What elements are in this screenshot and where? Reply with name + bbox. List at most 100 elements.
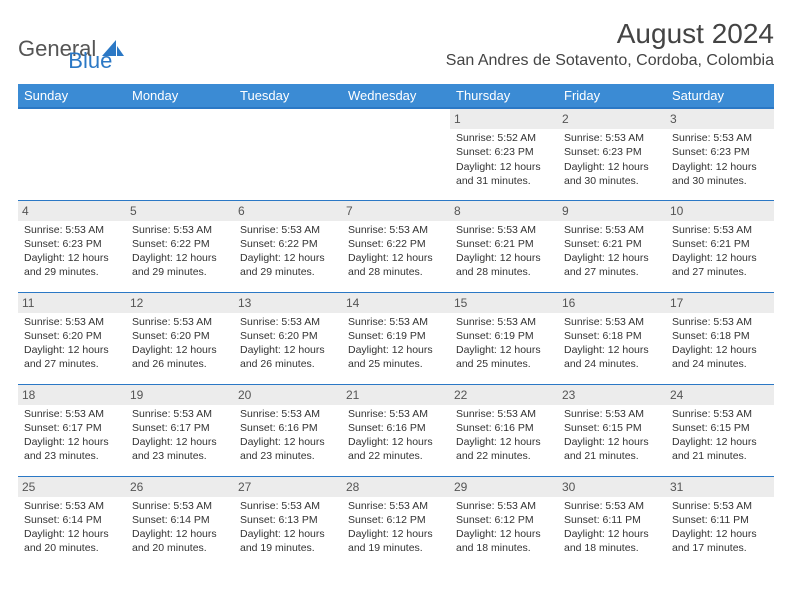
day-cell: 12Sunrise: 5:53 AMSunset: 6:20 PMDayligh…: [126, 292, 234, 384]
daylight-text: Daylight: 12 hours and 22 minutes.: [456, 435, 552, 463]
day-number: 24: [666, 385, 774, 405]
day-number: 2: [558, 109, 666, 129]
sunrise-text: Sunrise: 5:53 AM: [24, 223, 120, 237]
week-row: 18Sunrise: 5:53 AMSunset: 6:17 PMDayligh…: [18, 384, 774, 476]
daylight-text: Daylight: 12 hours and 27 minutes.: [24, 343, 120, 371]
sunset-text: Sunset: 6:22 PM: [348, 237, 444, 251]
sunrise-text: Sunrise: 5:53 AM: [240, 407, 336, 421]
day-cell: 9Sunrise: 5:53 AMSunset: 6:21 PMDaylight…: [558, 200, 666, 292]
day-cell: 3Sunrise: 5:53 AMSunset: 6:23 PMDaylight…: [666, 108, 774, 200]
day-cell: 20Sunrise: 5:53 AMSunset: 6:16 PMDayligh…: [234, 384, 342, 476]
day-cell: 26Sunrise: 5:53 AMSunset: 6:14 PMDayligh…: [126, 476, 234, 568]
daylight-text: Daylight: 12 hours and 21 minutes.: [672, 435, 768, 463]
day-number: 23: [558, 385, 666, 405]
day-cell: .: [126, 108, 234, 200]
daylight-text: Daylight: 12 hours and 30 minutes.: [564, 160, 660, 188]
daylight-text: Daylight: 12 hours and 26 minutes.: [240, 343, 336, 371]
sunrise-text: Sunrise: 5:53 AM: [240, 315, 336, 329]
daylight-text: Daylight: 12 hours and 23 minutes.: [240, 435, 336, 463]
day-number: 30: [558, 477, 666, 497]
day-cell: 19Sunrise: 5:53 AMSunset: 6:17 PMDayligh…: [126, 384, 234, 476]
weekday-header: Thursday: [450, 84, 558, 108]
calendar-table: Sunday Monday Tuesday Wednesday Thursday…: [18, 84, 774, 568]
day-number: 27: [234, 477, 342, 497]
weekday-row: Sunday Monday Tuesday Wednesday Thursday…: [18, 84, 774, 108]
sunrise-text: Sunrise: 5:53 AM: [456, 223, 552, 237]
day-number: 4: [18, 201, 126, 221]
day-cell: 17Sunrise: 5:53 AMSunset: 6:18 PMDayligh…: [666, 292, 774, 384]
sunset-text: Sunset: 6:18 PM: [564, 329, 660, 343]
daylight-text: Daylight: 12 hours and 19 minutes.: [348, 527, 444, 555]
day-cell: 28Sunrise: 5:53 AMSunset: 6:12 PMDayligh…: [342, 476, 450, 568]
day-number: 18: [18, 385, 126, 405]
day-cell: 11Sunrise: 5:53 AMSunset: 6:20 PMDayligh…: [18, 292, 126, 384]
daylight-text: Daylight: 12 hours and 29 minutes.: [24, 251, 120, 279]
daylight-text: Daylight: 12 hours and 29 minutes.: [240, 251, 336, 279]
day-cell: 5Sunrise: 5:53 AMSunset: 6:22 PMDaylight…: [126, 200, 234, 292]
day-cell: 1Sunrise: 5:52 AMSunset: 6:23 PMDaylight…: [450, 108, 558, 200]
day-cell: .: [18, 108, 126, 200]
sunrise-text: Sunrise: 5:53 AM: [240, 499, 336, 513]
day-cell: 21Sunrise: 5:53 AMSunset: 6:16 PMDayligh…: [342, 384, 450, 476]
sunset-text: Sunset: 6:13 PM: [240, 513, 336, 527]
day-cell: 4Sunrise: 5:53 AMSunset: 6:23 PMDaylight…: [18, 200, 126, 292]
daylight-text: Daylight: 12 hours and 17 minutes.: [672, 527, 768, 555]
weekday-header: Tuesday: [234, 84, 342, 108]
day-number: 29: [450, 477, 558, 497]
day-number: 17: [666, 293, 774, 313]
sunset-text: Sunset: 6:20 PM: [24, 329, 120, 343]
sunrise-text: Sunrise: 5:53 AM: [564, 131, 660, 145]
day-number: 10: [666, 201, 774, 221]
day-cell: 16Sunrise: 5:53 AMSunset: 6:18 PMDayligh…: [558, 292, 666, 384]
day-number: 16: [558, 293, 666, 313]
day-cell: 23 Sunrise: 5:53 AMSunset: 6:15 PMDayligh…: [558, 384, 666, 476]
weekday-header: Monday: [126, 84, 234, 108]
daylight-text: Daylight: 12 hours and 21 minutes.: [564, 435, 660, 463]
daylight-text: Daylight: 12 hours and 24 minutes.: [564, 343, 660, 371]
header: General Blue August 2024 San Andres de S…: [18, 18, 774, 74]
sunrise-text: Sunrise: 5:53 AM: [564, 407, 660, 421]
sunset-text: Sunset: 6:19 PM: [456, 329, 552, 343]
location: San Andres de Sotavento, Cordoba, Colomb…: [446, 52, 774, 70]
day-number: 26: [126, 477, 234, 497]
day-cell: 29Sunrise: 5:53 AMSunset: 6:12 PMDayligh…: [450, 476, 558, 568]
day-number: 8: [450, 201, 558, 221]
sunrise-text: Sunrise: 5:53 AM: [132, 223, 228, 237]
day-cell: 13Sunrise: 5:53 AMSunset: 6:20 PMDayligh…: [234, 292, 342, 384]
week-row: 4Sunrise: 5:53 AMSunset: 6:23 PMDaylight…: [18, 200, 774, 292]
sunset-text: Sunset: 6:23 PM: [456, 145, 552, 159]
daylight-text: Daylight: 12 hours and 29 minutes.: [132, 251, 228, 279]
sunrise-text: Sunrise: 5:53 AM: [132, 315, 228, 329]
sunrise-text: Sunrise: 5:53 AM: [132, 407, 228, 421]
sunrise-text: Sunrise: 5:53 AM: [24, 315, 120, 329]
daylight-text: Daylight: 12 hours and 20 minutes.: [24, 527, 120, 555]
sunset-text: Sunset: 6:20 PM: [132, 329, 228, 343]
sunset-text: Sunset: 6:15 PM: [564, 421, 660, 435]
daylight-text: Daylight: 12 hours and 20 minutes.: [132, 527, 228, 555]
sunset-text: Sunset: 6:16 PM: [456, 421, 552, 435]
day-number: 19: [126, 385, 234, 405]
sunrise-text: Sunrise: 5:53 AM: [672, 499, 768, 513]
day-cell: 25Sunrise: 5:53 AMSunset: 6:14 PMDayligh…: [18, 476, 126, 568]
day-number: 3: [666, 109, 774, 129]
daylight-text: Daylight: 12 hours and 24 minutes.: [672, 343, 768, 371]
day-number: 14: [342, 293, 450, 313]
sunrise-text: Sunrise: 5:53 AM: [564, 223, 660, 237]
week-row: ....1Sunrise: 5:52 AMSunset: 6:23 PMDayl…: [18, 108, 774, 200]
daylight-text: Daylight: 12 hours and 23 minutes.: [24, 435, 120, 463]
sunrise-text: Sunrise: 5:53 AM: [348, 407, 444, 421]
sunrise-text: Sunrise: 5:53 AM: [672, 223, 768, 237]
sunrise-text: Sunrise: 5:53 AM: [672, 131, 768, 145]
sunrise-text: Sunrise: 5:53 AM: [24, 499, 120, 513]
day-number: 6: [234, 201, 342, 221]
sunrise-text: Sunrise: 5:53 AM: [564, 499, 660, 513]
daylight-text: Daylight: 12 hours and 25 minutes.: [456, 343, 552, 371]
daylight-text: Daylight: 12 hours and 27 minutes.: [672, 251, 768, 279]
sunset-text: Sunset: 6:18 PM: [672, 329, 768, 343]
daylight-text: Daylight: 12 hours and 30 minutes.: [672, 160, 768, 188]
weekday-header: Saturday: [666, 84, 774, 108]
day-cell: 7Sunrise: 5:53 AMSunset: 6:22 PMDaylight…: [342, 200, 450, 292]
logo-text-blue: Blue: [68, 48, 112, 74]
sunrise-text: Sunrise: 5:53 AM: [456, 315, 552, 329]
header-right: August 2024 San Andres de Sotavento, Cor…: [446, 18, 774, 70]
